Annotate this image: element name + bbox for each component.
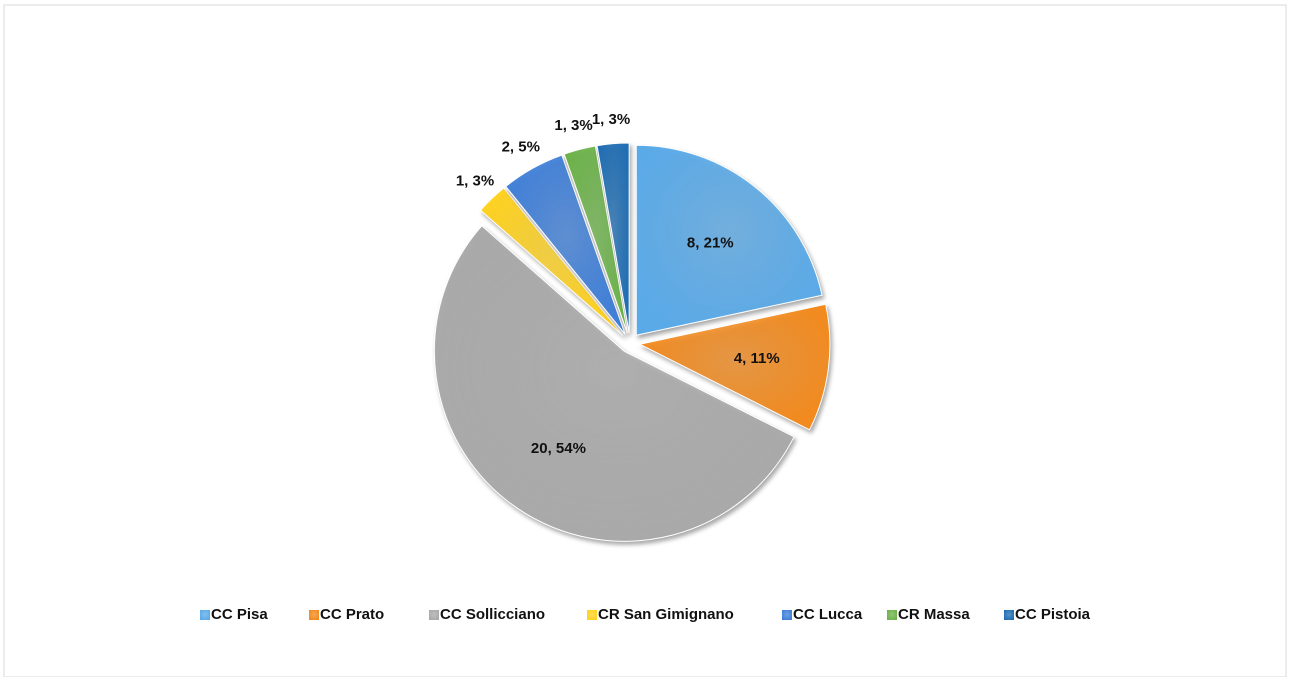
pie-slice xyxy=(596,142,630,334)
data-label: 20, 54% xyxy=(531,440,586,457)
legend-label: CC Pisa xyxy=(211,606,268,623)
data-label: 1, 3% xyxy=(592,111,630,128)
legend-swatch xyxy=(887,610,897,620)
data-label: 2, 5% xyxy=(502,138,540,155)
legend-swatch xyxy=(200,610,210,620)
legend-label: CC Sollicciano xyxy=(440,606,545,623)
data-label: 4, 11% xyxy=(734,350,780,367)
legend-swatch xyxy=(587,610,597,620)
legend-label: CC Prato xyxy=(320,606,384,623)
data-label: 1, 3% xyxy=(456,172,494,189)
pie-slice xyxy=(479,187,624,337)
chart-border xyxy=(3,4,1287,677)
legend-swatch xyxy=(429,610,439,620)
pie-slice xyxy=(563,145,628,334)
pie-slice xyxy=(638,303,831,431)
legend-label: CR Massa xyxy=(898,606,970,623)
legend-swatch xyxy=(309,610,319,620)
legend-swatch xyxy=(782,610,792,620)
data-label: 8, 21% xyxy=(687,235,734,252)
data-label: 1, 3% xyxy=(554,117,592,134)
pie-slice xyxy=(433,225,795,542)
legend-label: CC Pistoia xyxy=(1015,606,1091,623)
legend-label: CC Lucca xyxy=(793,606,863,623)
pie-slice xyxy=(505,154,626,335)
pie-slice xyxy=(635,144,823,336)
legend-swatch xyxy=(1004,610,1014,620)
legend-label: CR San Gimignano xyxy=(598,606,734,623)
